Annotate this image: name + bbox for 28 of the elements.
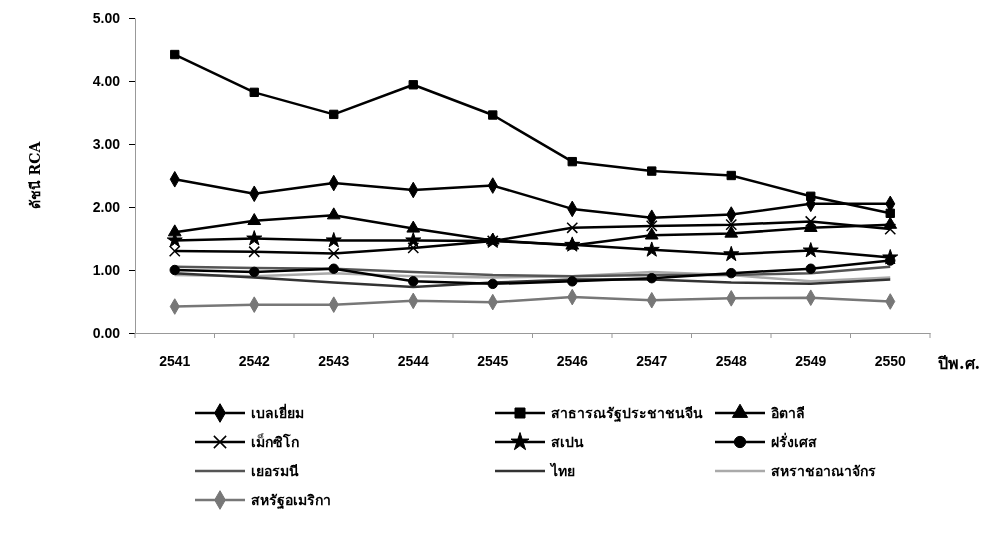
y-tick-label: 0.00 [92, 324, 121, 341]
legend-label: สหรัฐอเมริกา [251, 492, 331, 510]
legend-label: สเปน [551, 434, 584, 450]
legend-label: เม็กซิโก [251, 433, 299, 450]
legend-label: สหราชอาณาจักร [771, 463, 876, 479]
legend-label: เยอรมนี [251, 463, 299, 479]
y-tick-label: 4.00 [92, 72, 121, 89]
y-tick-label: 1.00 [92, 261, 121, 278]
legend-label: สาธารณรัฐประชาชนจีน [551, 405, 703, 423]
x-tick-label: 2550 [874, 353, 907, 369]
x-axis-title: ปีพ.ศ. [937, 354, 981, 373]
x-tick-label: 2547 [636, 353, 668, 369]
y-tick-label: 3.00 [92, 135, 121, 152]
legend-label: ฝรั่งเศส [771, 432, 817, 450]
y-tick-label: 2.00 [92, 198, 121, 215]
y-axis-title: ดัชนี RCA [27, 140, 43, 210]
x-tick-label: 2544 [397, 353, 430, 369]
legend-label: เบลเยี่ยม [251, 403, 304, 421]
x-tick-label: 2543 [318, 353, 350, 369]
legend-label: อิตาลี [770, 405, 805, 421]
y-tick-label: 5.00 [92, 9, 121, 26]
legend-label: ไทย [549, 462, 575, 479]
x-tick-label: 2542 [238, 353, 271, 369]
x-tick-label: 2548 [715, 353, 748, 369]
x-tick-label: 2545 [477, 353, 509, 369]
x-tick-label: 2541 [159, 353, 191, 369]
x-tick-label: 2549 [795, 353, 827, 369]
x-tick-label: 2546 [556, 353, 589, 369]
